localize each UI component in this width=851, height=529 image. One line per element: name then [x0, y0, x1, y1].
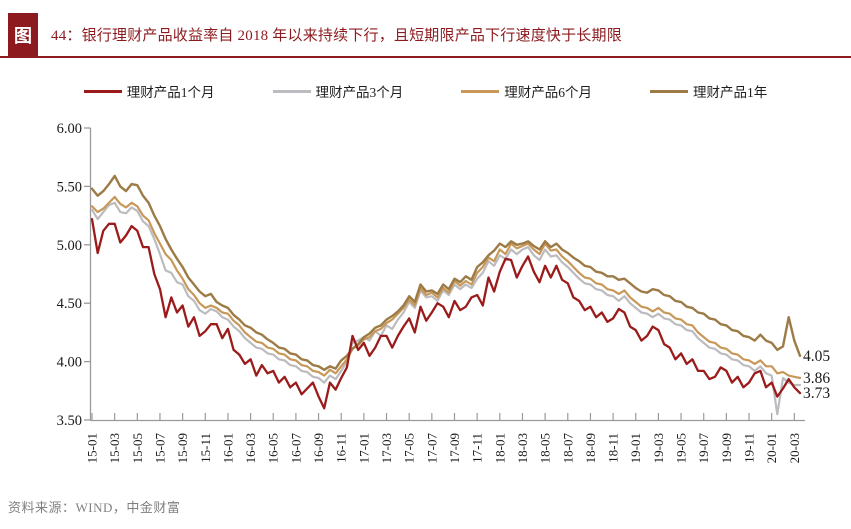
legend-swatch-1y	[650, 89, 688, 93]
x-axis-label: 17-05	[402, 433, 417, 463]
series-line-3m	[90, 201, 802, 416]
series-line-1m	[90, 217, 802, 410]
x-axis-label: 18-11	[606, 433, 621, 463]
figure-title: 44：银行理财产品收益率自 2018 年以来持续下行，且短期限产品下行速度快于长…	[51, 28, 622, 44]
y-axis-label: 5.50	[57, 179, 82, 195]
x-axis-label: 16-11	[334, 433, 349, 463]
x-axis-label: 17-09	[447, 433, 462, 463]
x-axis-label: 15-11	[198, 433, 213, 463]
x-axis-label: 15-05	[130, 433, 145, 463]
legend-label-6m: 理财产品6个月	[504, 85, 592, 100]
x-axis-label: 16-07	[288, 433, 303, 464]
x-axis-label: 19-03	[651, 433, 666, 463]
series-line-1y	[90, 174, 802, 371]
legend-item-1m: 理财产品1个月	[83, 81, 215, 101]
x-axis-label: 20-03	[787, 433, 802, 463]
x-axis-label: 19-05	[674, 433, 689, 463]
chart-legend: 理财产品1个月 理财产品3个月 理财产品6个月 理财产品1年	[0, 81, 851, 101]
x-axis-label: 15-01	[85, 433, 100, 463]
end-value-label: 3.73	[803, 385, 830, 402]
x-axis-label: 15-09	[175, 433, 190, 463]
x-axis-label: 19-01	[628, 433, 643, 463]
x-axis-label: 18-03	[515, 433, 530, 463]
legend-swatch-3m	[272, 89, 311, 93]
x-axis-label: 18-09	[583, 433, 598, 463]
x-axis-label: 19-09	[719, 433, 734, 463]
end-value-label: 4.05	[803, 348, 830, 365]
legend-label-1m: 理财产品1个月	[126, 85, 215, 100]
x-axis-label: 18-07	[560, 433, 575, 464]
figure-badge: 图	[8, 13, 38, 56]
x-axis-label: 17-11	[470, 433, 485, 463]
legend-item-1y: 理财产品1年	[650, 81, 767, 101]
y-axis-label: 3.50	[57, 413, 82, 429]
x-axis-label: 17-07	[424, 433, 439, 464]
legend-item-6m: 理财产品6个月	[461, 81, 592, 101]
x-axis-label: 18-01	[492, 433, 507, 463]
y-axis-label: 4.50	[57, 296, 82, 312]
legend-label-1y: 理财产品1年	[693, 85, 768, 100]
legend-item-3m: 理财产品3个月	[272, 81, 404, 101]
x-axis-label: 15-03	[107, 433, 122, 463]
x-axis-label: 17-01	[356, 433, 371, 463]
figure-header: 图 44：银行理财产品收益率自 2018 年以来持续下行，且短期限产品下行速度快…	[8, 13, 622, 56]
legend-swatch-1m	[83, 89, 122, 93]
header-rule	[0, 56, 851, 58]
x-axis-label: 19-07	[696, 433, 711, 464]
x-axis-label: 16-03	[243, 433, 258, 463]
end-value-label: 3.86	[803, 370, 830, 387]
source-note: 资料来源：WIND，中金财富	[8, 500, 181, 515]
legend-swatch-6m	[461, 89, 500, 93]
y-axis-label: 6.00	[57, 121, 82, 137]
x-axis-label: 19-11	[742, 433, 757, 463]
x-axis-label: 16-09	[311, 433, 326, 463]
series-line-6m	[90, 195, 802, 380]
x-axis-label: 18-05	[538, 433, 553, 463]
x-axis-label: 20-01	[764, 433, 779, 463]
y-axis-label: 4.00	[57, 355, 82, 371]
x-axis-label: 17-03	[379, 433, 394, 463]
x-axis-label: 16-01	[220, 433, 235, 463]
y-axis-label: 5.00	[57, 238, 82, 254]
x-axis-label: 15-07	[152, 433, 167, 464]
legend-label-3m: 理财产品3个月	[315, 85, 404, 100]
x-axis-label: 16-05	[266, 433, 281, 463]
